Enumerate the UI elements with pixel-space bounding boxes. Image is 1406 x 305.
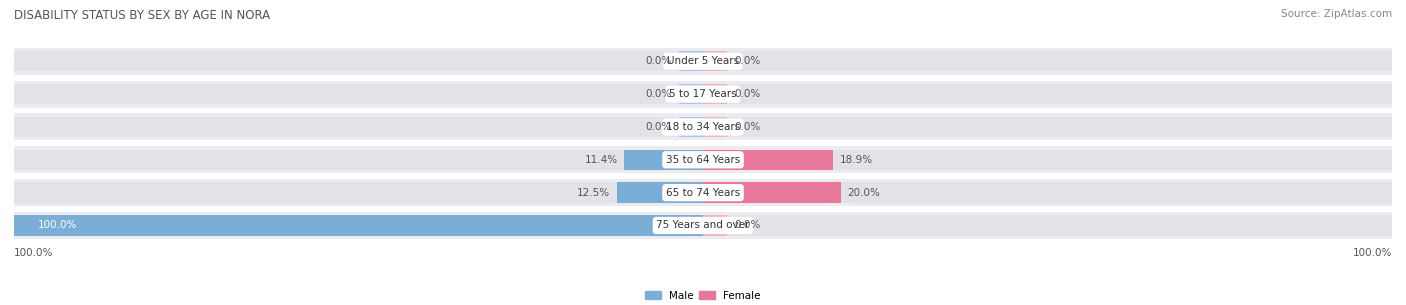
Bar: [703, 182, 841, 203]
Bar: [679, 84, 703, 104]
Text: 18 to 34 Years: 18 to 34 Years: [666, 122, 740, 132]
Text: Source: ZipAtlas.com: Source: ZipAtlas.com: [1281, 9, 1392, 19]
Bar: [14, 84, 1392, 104]
Bar: [14, 179, 1392, 206]
Text: 100.0%: 100.0%: [1353, 248, 1392, 258]
Text: 11.4%: 11.4%: [585, 155, 617, 165]
Text: 12.5%: 12.5%: [576, 188, 610, 198]
Text: 35 to 64 Years: 35 to 64 Years: [666, 155, 740, 165]
Bar: [14, 48, 1392, 75]
Text: 100.0%: 100.0%: [38, 221, 77, 231]
Bar: [679, 51, 703, 71]
Bar: [624, 149, 703, 170]
Text: 0.0%: 0.0%: [734, 56, 761, 66]
Text: 0.0%: 0.0%: [734, 221, 761, 231]
Text: 65 to 74 Years: 65 to 74 Years: [666, 188, 740, 198]
Bar: [14, 215, 703, 236]
Bar: [703, 84, 727, 104]
Legend: Male, Female: Male, Female: [641, 286, 765, 305]
Text: 0.0%: 0.0%: [645, 56, 672, 66]
Text: 0.0%: 0.0%: [734, 122, 761, 132]
Text: 5 to 17 Years: 5 to 17 Years: [669, 89, 737, 99]
Bar: [703, 117, 727, 137]
Bar: [14, 113, 1392, 140]
Bar: [14, 182, 1392, 203]
Bar: [703, 51, 727, 71]
Text: 100.0%: 100.0%: [14, 248, 53, 258]
Text: 0.0%: 0.0%: [734, 89, 761, 99]
Bar: [703, 215, 727, 236]
Text: 20.0%: 20.0%: [848, 188, 880, 198]
Bar: [14, 215, 1392, 236]
Bar: [617, 182, 703, 203]
Bar: [14, 146, 1392, 173]
Bar: [14, 212, 1392, 239]
Bar: [14, 81, 1392, 108]
Bar: [703, 149, 834, 170]
Text: 0.0%: 0.0%: [645, 89, 672, 99]
Text: Under 5 Years: Under 5 Years: [666, 56, 740, 66]
Text: DISABILITY STATUS BY SEX BY AGE IN NORA: DISABILITY STATUS BY SEX BY AGE IN NORA: [14, 9, 270, 22]
Bar: [14, 117, 1392, 137]
Text: 18.9%: 18.9%: [841, 155, 873, 165]
Text: 0.0%: 0.0%: [645, 122, 672, 132]
Bar: [14, 149, 1392, 170]
Bar: [679, 117, 703, 137]
Bar: [14, 51, 1392, 71]
Text: 75 Years and over: 75 Years and over: [657, 221, 749, 231]
